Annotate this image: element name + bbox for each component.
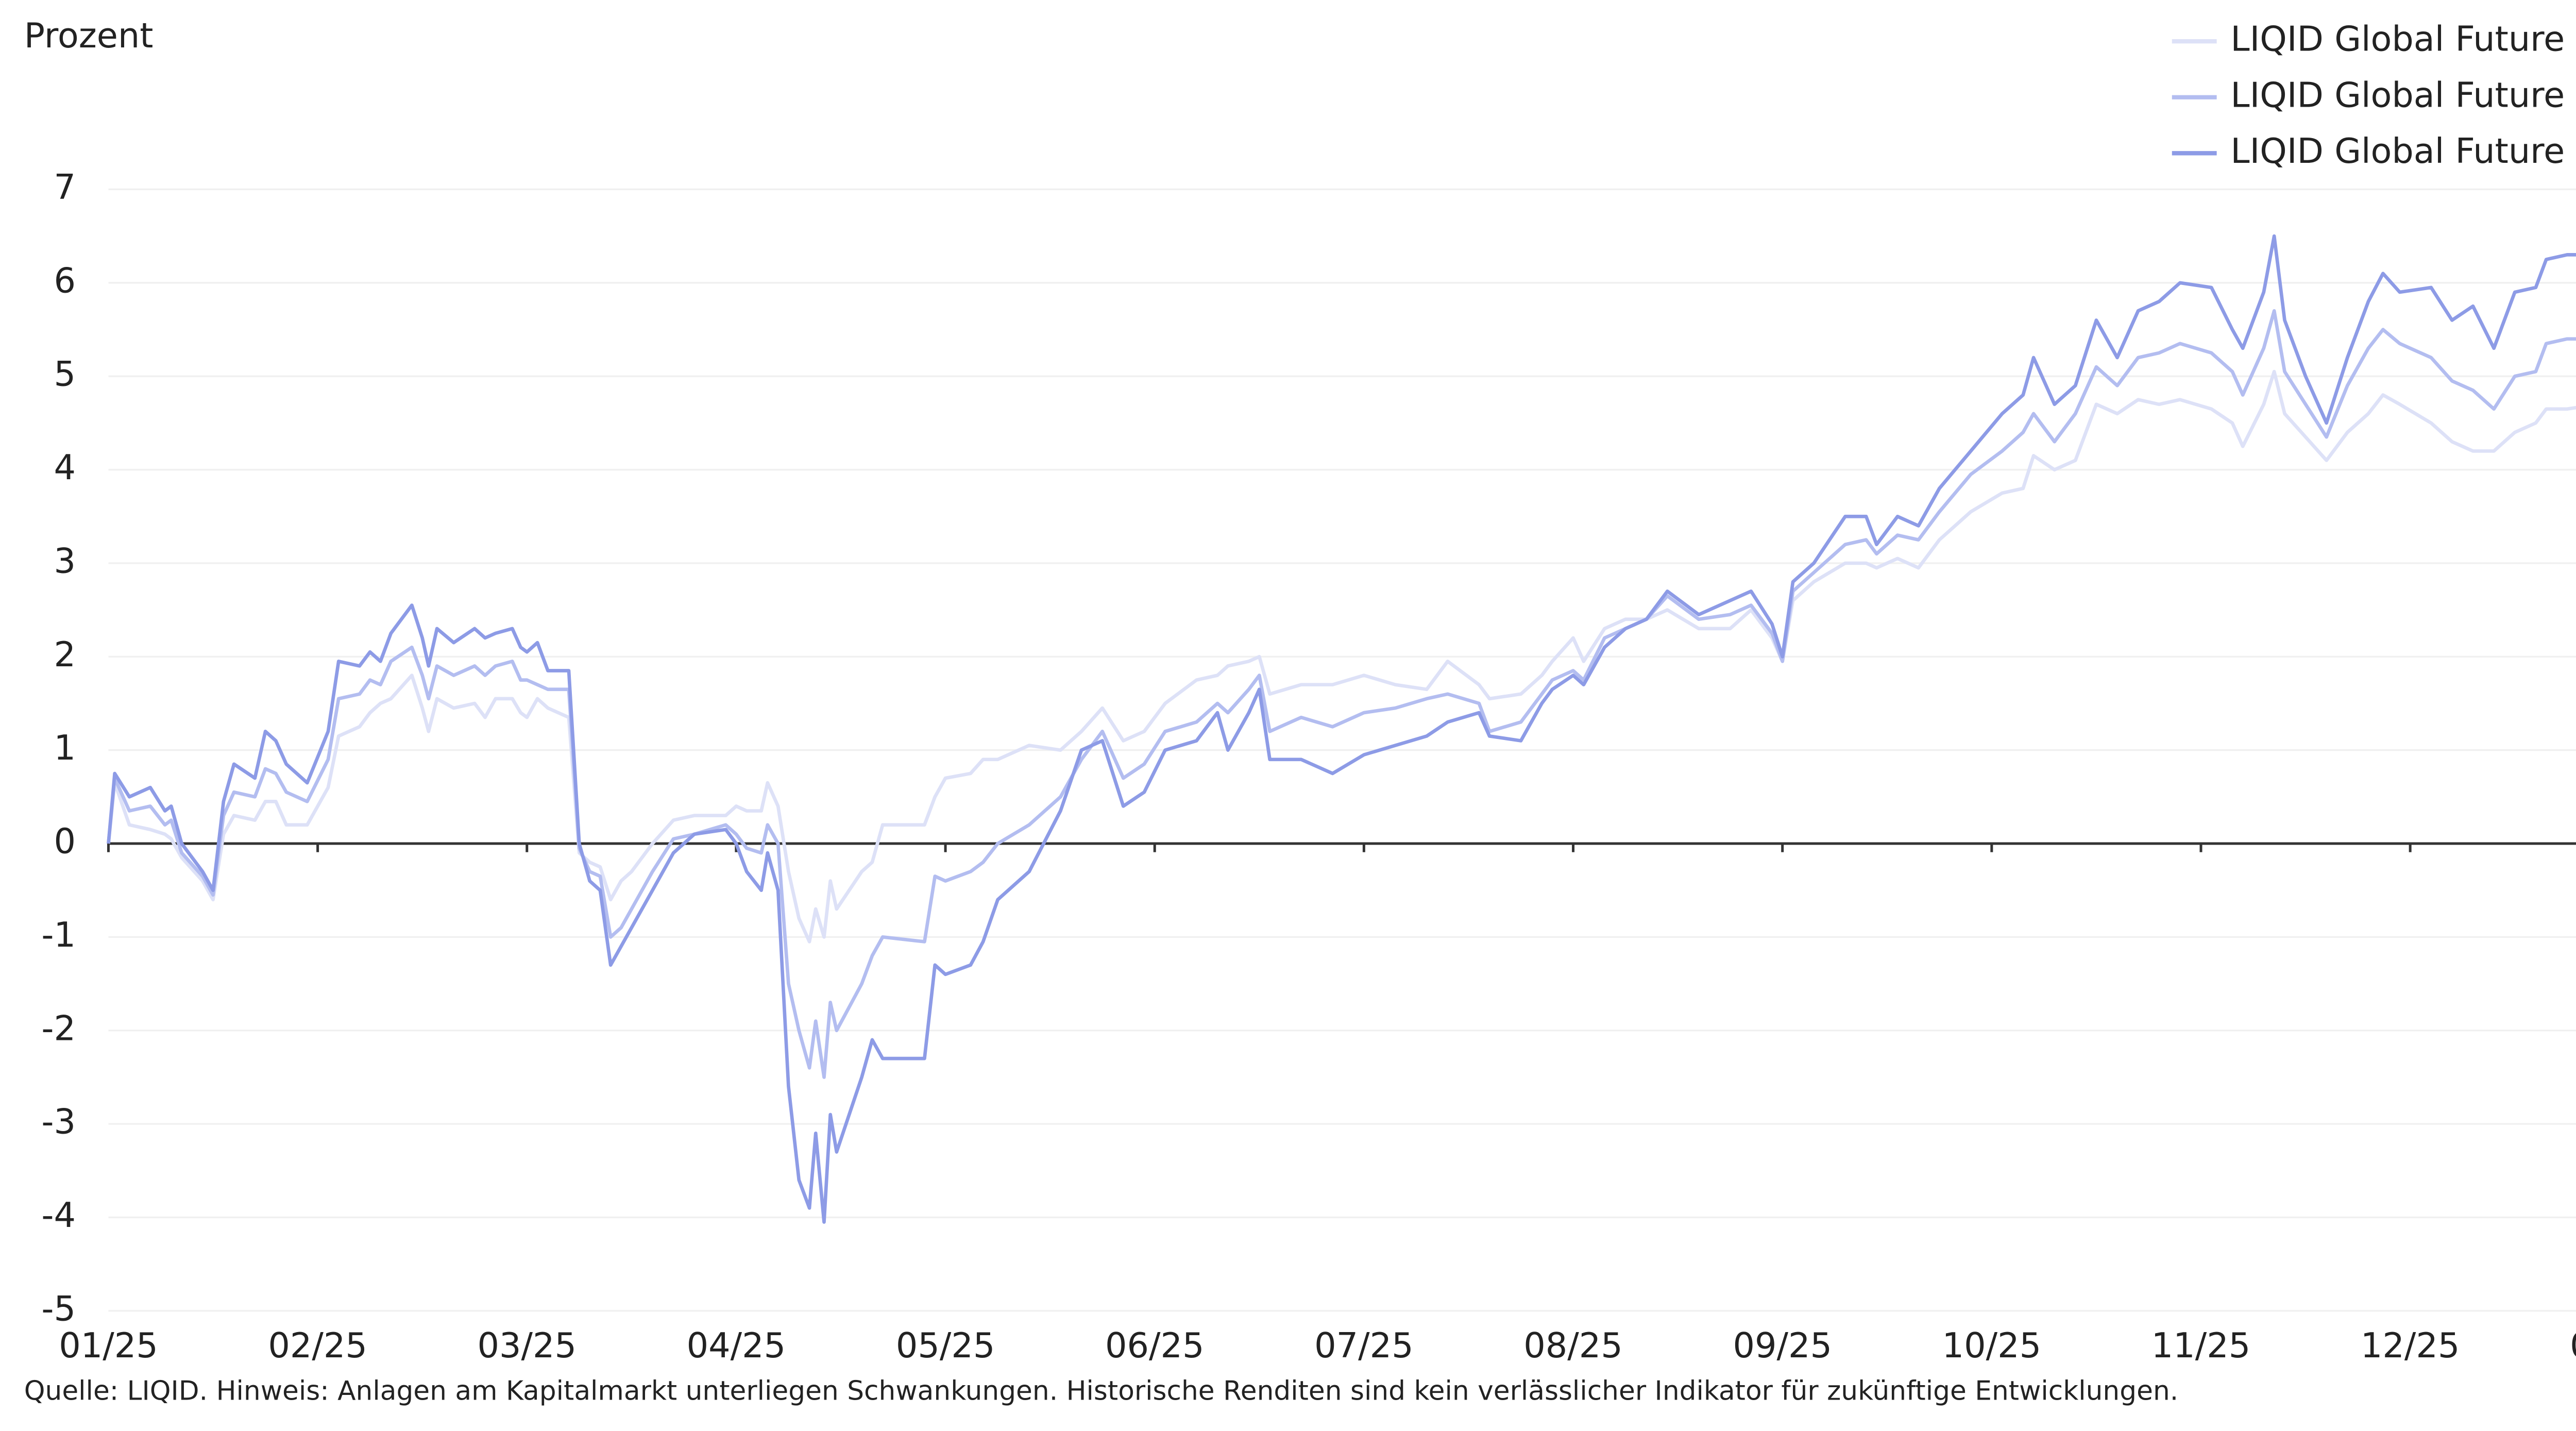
y-tick-label: 2 <box>54 634 76 675</box>
x-tick-label: 10/25 <box>1942 1325 2042 1366</box>
x-tick-label: 06/25 <box>1105 1325 1205 1366</box>
y-tick-label: 6 <box>54 260 76 300</box>
x-tick-label: 04/25 <box>687 1325 786 1366</box>
x-tick-label: 12/25 <box>2361 1325 2460 1366</box>
x-tick-label: 11/25 <box>2151 1325 2251 1366</box>
y-axis-label: Prozent <box>24 15 154 56</box>
x-tick-label: 08/25 <box>1523 1325 1623 1366</box>
x-tick-label: 01/25 <box>59 1325 158 1366</box>
y-tick-label: 5 <box>54 354 76 394</box>
y-tick-label: 4 <box>54 447 76 487</box>
series-line <box>107 234 2576 1224</box>
y-tick-label: 7 <box>54 167 76 207</box>
y-tick-label: -3 <box>41 1102 76 1142</box>
x-tick-label: 07/25 <box>1314 1325 1414 1366</box>
y-tick-label: -1 <box>41 915 76 955</box>
legend-label: LIQID Global Future 10 <box>2230 19 2576 59</box>
x-tick-label: 09/25 <box>1733 1325 1832 1366</box>
y-tick-label: -2 <box>41 1008 76 1048</box>
legend-label: LIQID Global Future 20 <box>2230 75 2576 115</box>
y-tick-label: -4 <box>41 1195 76 1235</box>
x-tick-label: 01/26 <box>2570 1325 2576 1366</box>
legend-label: LIQID Global Future 30 <box>2230 131 2576 171</box>
y-tick-label: 1 <box>54 728 76 768</box>
y-tick-label: -5 <box>41 1288 76 1328</box>
x-tick-label: 02/25 <box>268 1325 367 1366</box>
y-tick-label: 0 <box>54 821 76 862</box>
y-tick-label: 3 <box>54 541 76 581</box>
x-tick-label: 05/25 <box>896 1325 995 1366</box>
series-line <box>107 369 2576 944</box>
x-tick-label: 03/25 <box>478 1325 577 1366</box>
series-line <box>107 309 2576 1079</box>
source-note: Quelle: LIQID. Hinweis: Anlagen am Kapit… <box>24 1376 2178 1407</box>
